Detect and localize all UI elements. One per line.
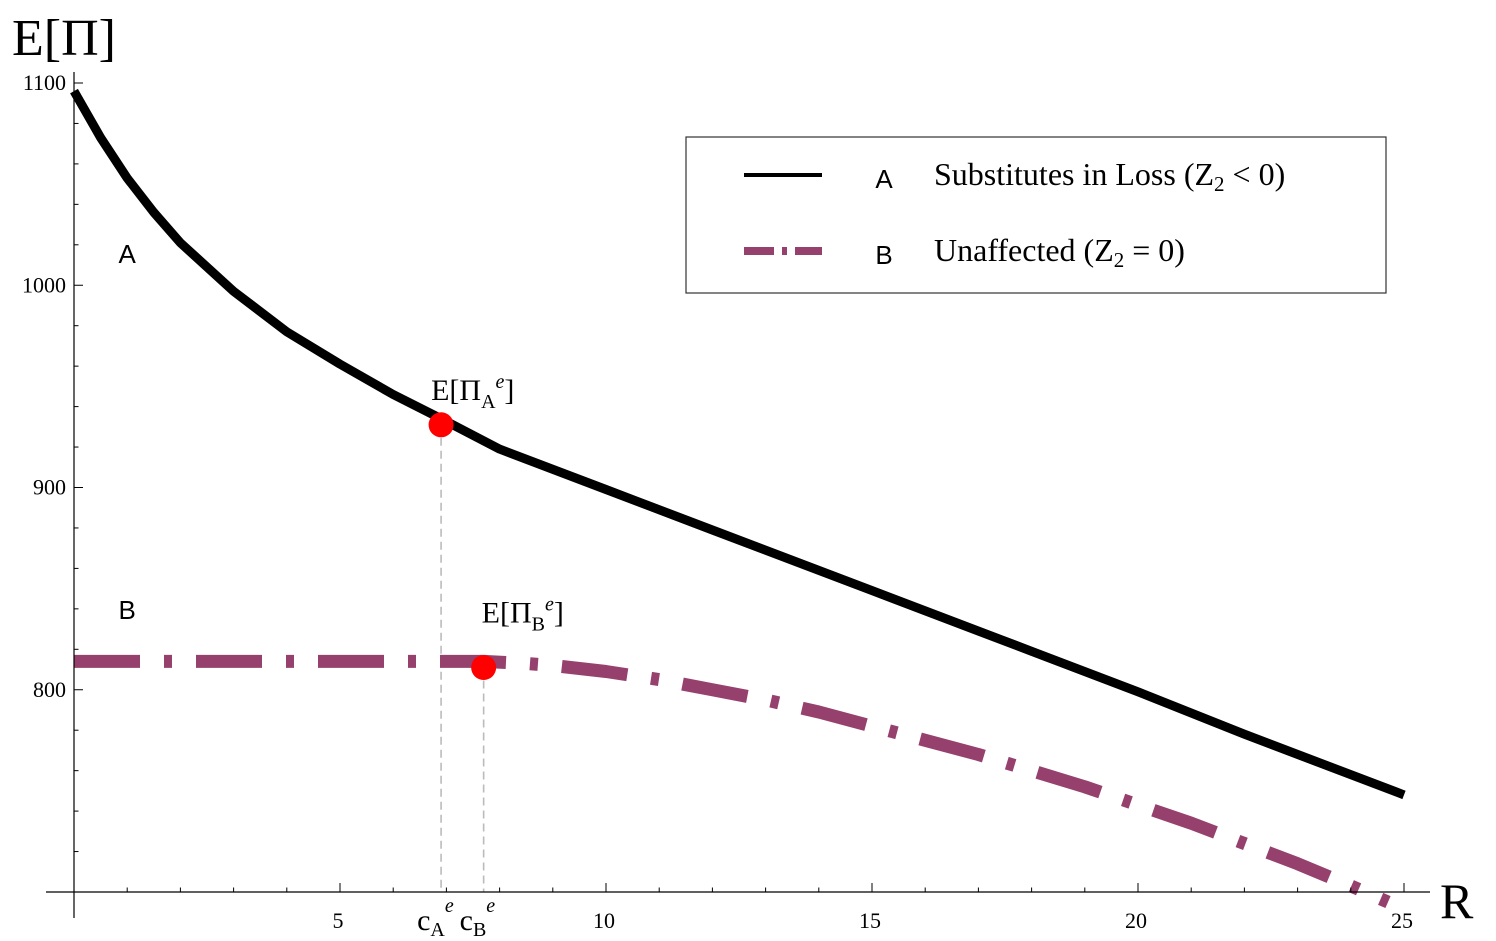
y-tick-label: 1000 [22, 272, 66, 297]
y-tick-label: 800 [33, 677, 66, 702]
series-label-A: A [119, 239, 137, 269]
axes: 5 10 15 20 25 800 900 1000 1100 E[Π] R [12, 10, 1474, 933]
equilibrium-guides [440, 424, 485, 892]
legend-tag-A: A [875, 164, 893, 194]
legend: A Substitutes in Loss (Z2 < 0) B Unaffected… [685, 136, 1387, 294]
equilibrium-points [428, 412, 497, 681]
y-tick-label: 1100 [23, 70, 66, 95]
x-tick-label: 10 [593, 908, 615, 933]
x-tick-label: 25 [1391, 908, 1413, 933]
A-equilibrium-point [428, 412, 454, 438]
legend-label-A: Substitutes in Loss (Z2 < 0) [934, 156, 1285, 196]
x-tick-label: 15 [859, 908, 881, 933]
x-tick-label: 20 [1125, 908, 1147, 933]
y-tick-label: 900 [33, 475, 66, 500]
series-line-A [70, 88, 1406, 800]
legend-box [685, 136, 1387, 294]
B-equilibrium-point [471, 655, 497, 681]
legend-label-B: Unaffected (Z2 = 0) [934, 232, 1185, 272]
x-axis-label: R [1440, 873, 1474, 929]
x-marker-label: cBe [460, 895, 496, 941]
A-equilibrium-label: E[ΠAe] [431, 371, 514, 413]
x-tick-label: 5 [333, 908, 344, 933]
series-label-B: B [119, 595, 136, 625]
annotation-labels: A B E[ΠAe] E[ΠBe] cAe cBe [119, 239, 564, 941]
series-line-B [74, 654, 1391, 909]
B-equilibrium-label: E[ΠBe] [482, 594, 564, 636]
x-marker-label: cAe [417, 895, 454, 941]
series-lines [70, 88, 1406, 909]
y-axis-label: E[Π] [12, 10, 116, 67]
legend-tag-B: B [875, 240, 892, 270]
